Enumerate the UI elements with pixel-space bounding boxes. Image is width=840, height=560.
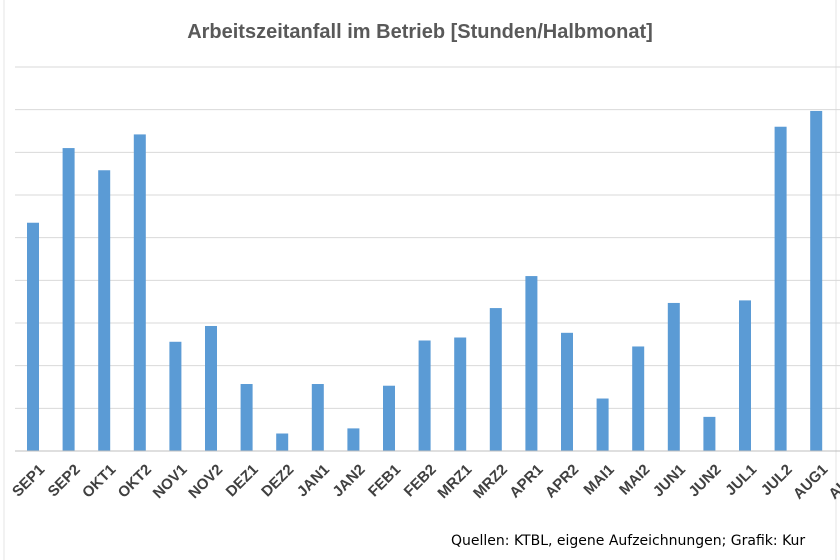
bar-jan2	[347, 428, 360, 451]
bar-mai1	[596, 398, 609, 451]
chart-title: Arbeitszeitanfall im Betrieb [Stunden/Ha…	[187, 21, 653, 43]
x-tick-label: AUG2	[825, 461, 840, 502]
x-tick-label: DEZ2	[258, 461, 297, 500]
bar-dez2	[276, 433, 289, 451]
bar-jul2	[774, 126, 787, 451]
x-tick-label: JAN1	[294, 461, 333, 500]
x-tick-label: NOV1	[150, 461, 191, 502]
x-tick-label: MRZ2	[470, 461, 511, 502]
bar-mrz2	[489, 308, 502, 451]
x-tick-label: JUN1	[650, 461, 689, 500]
bar-sep2	[62, 148, 75, 452]
bar-mai2	[632, 346, 645, 451]
gridlines	[15, 66, 840, 409]
bar-series	[27, 110, 823, 452]
x-tick-label: SEP2	[45, 461, 84, 500]
x-tick-label: DEZ1	[223, 461, 262, 500]
bar-nov1	[169, 341, 182, 451]
x-tick-label: MAI2	[616, 461, 653, 498]
x-tick-label: MAI1	[580, 461, 617, 498]
bar-jun2	[703, 416, 716, 451]
x-tick-label: MRZ1	[434, 461, 475, 502]
x-tick-label: SEP1	[9, 461, 48, 500]
bar-dez1	[240, 384, 253, 451]
x-tick-label: NOV2	[185, 461, 226, 502]
x-tick-label: OKT1	[79, 461, 119, 501]
bar-feb1	[383, 385, 395, 451]
bar-mrz1	[454, 337, 467, 451]
bar-jun1	[667, 302, 680, 451]
x-tick-labels: SEP1SEP2OKT1OKT2NOV1NOV2DEZ1DEZ2JAN1JAN2…	[9, 461, 840, 502]
bar-jul1	[739, 300, 751, 451]
bar-feb2	[418, 340, 431, 451]
source-note: Quellen: KTBL, eigene Aufzeichnungen; Gr…	[451, 533, 805, 549]
bar-okt2	[133, 134, 146, 451]
bar-apr1	[525, 276, 538, 451]
bar-apr2	[561, 332, 573, 451]
bar-aug1	[810, 110, 823, 452]
bar-okt1	[98, 170, 111, 451]
bar-sep1	[27, 222, 39, 451]
x-tick-label: JUL1	[722, 461, 760, 499]
bar-nov2	[205, 325, 217, 451]
x-tick-label: JUN2	[685, 461, 724, 500]
x-tick-label: AUG1	[790, 461, 831, 502]
x-tick-label: JAN2	[329, 461, 368, 500]
x-tick-label: FEB1	[365, 461, 404, 500]
x-tick-label: APR2	[542, 461, 582, 501]
x-tick-label: FEB2	[401, 461, 440, 500]
bar-jan1	[311, 384, 324, 451]
x-tick-label: OKT2	[115, 461, 155, 501]
x-tick-label: JUL2	[758, 461, 796, 499]
x-tick-label: APR1	[506, 461, 546, 501]
